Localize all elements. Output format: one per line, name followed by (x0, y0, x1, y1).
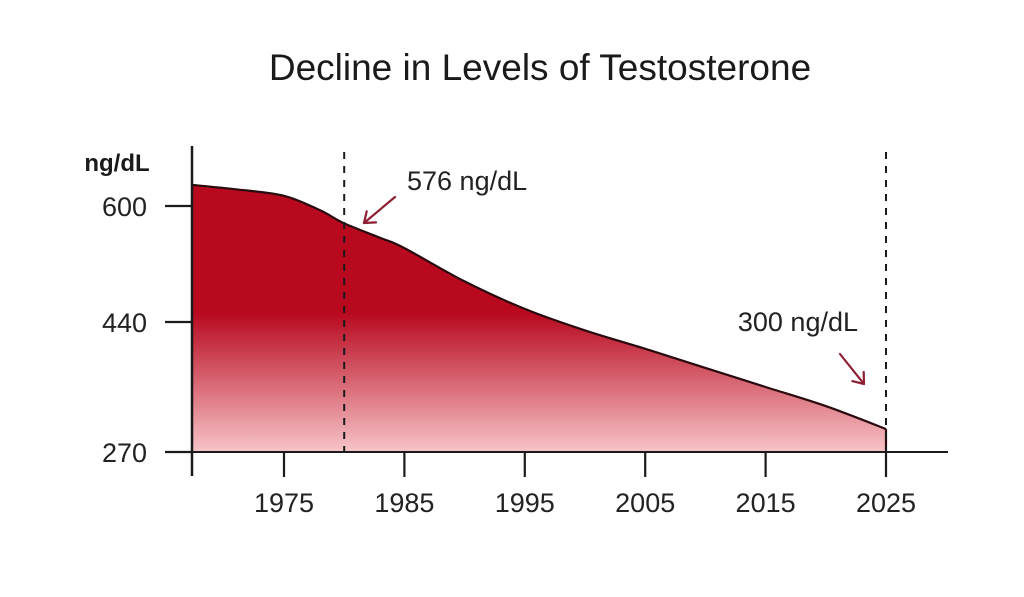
series-line (192, 183, 887, 431)
annotation-arrow-300 (838, 352, 866, 386)
x-tick-label-1985: 1985 (374, 488, 434, 518)
x-ticks: 1975 1985 1995 2005 2015 2025 (254, 452, 916, 518)
annotation-arrowhead-576 (362, 210, 378, 225)
y-tick-label-600: 600 (102, 192, 147, 222)
chart-title: Decline in Levels of Testosterone (269, 47, 811, 88)
y-ticks: 270 440 600 (102, 192, 192, 468)
annotation-arrowhead-300 (851, 370, 866, 386)
axes (165, 146, 948, 476)
annotation-label-300: 300 ng/dL (738, 307, 858, 337)
y-axis-unit-label: ng/dL (84, 150, 149, 177)
x-tick-label-1995: 1995 (495, 488, 555, 518)
area-fill (193, 185, 886, 452)
x-tick-label-2005: 2005 (615, 488, 675, 518)
x-tick-label-2015: 2015 (736, 488, 796, 518)
x-tick-label-1975: 1975 (254, 488, 314, 518)
annotation-arrow-576 (362, 195, 397, 225)
x-tick-label-2025: 2025 (856, 488, 916, 518)
y-tick-label-270: 270 (102, 438, 147, 468)
annotation-label-576: 576 ng/dL (407, 166, 527, 196)
y-tick-label-440: 440 (102, 308, 147, 338)
annotations: 576 ng/dL 300 ng/dL (362, 166, 866, 386)
